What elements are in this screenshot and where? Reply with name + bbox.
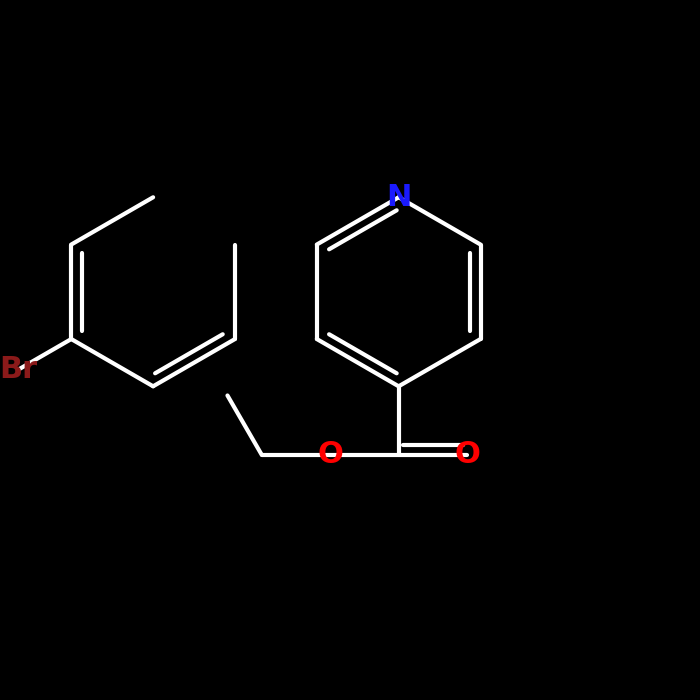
Text: N: N: [386, 183, 412, 212]
Text: O: O: [317, 440, 343, 469]
Text: O: O: [454, 440, 480, 469]
Text: Br: Br: [0, 356, 37, 384]
